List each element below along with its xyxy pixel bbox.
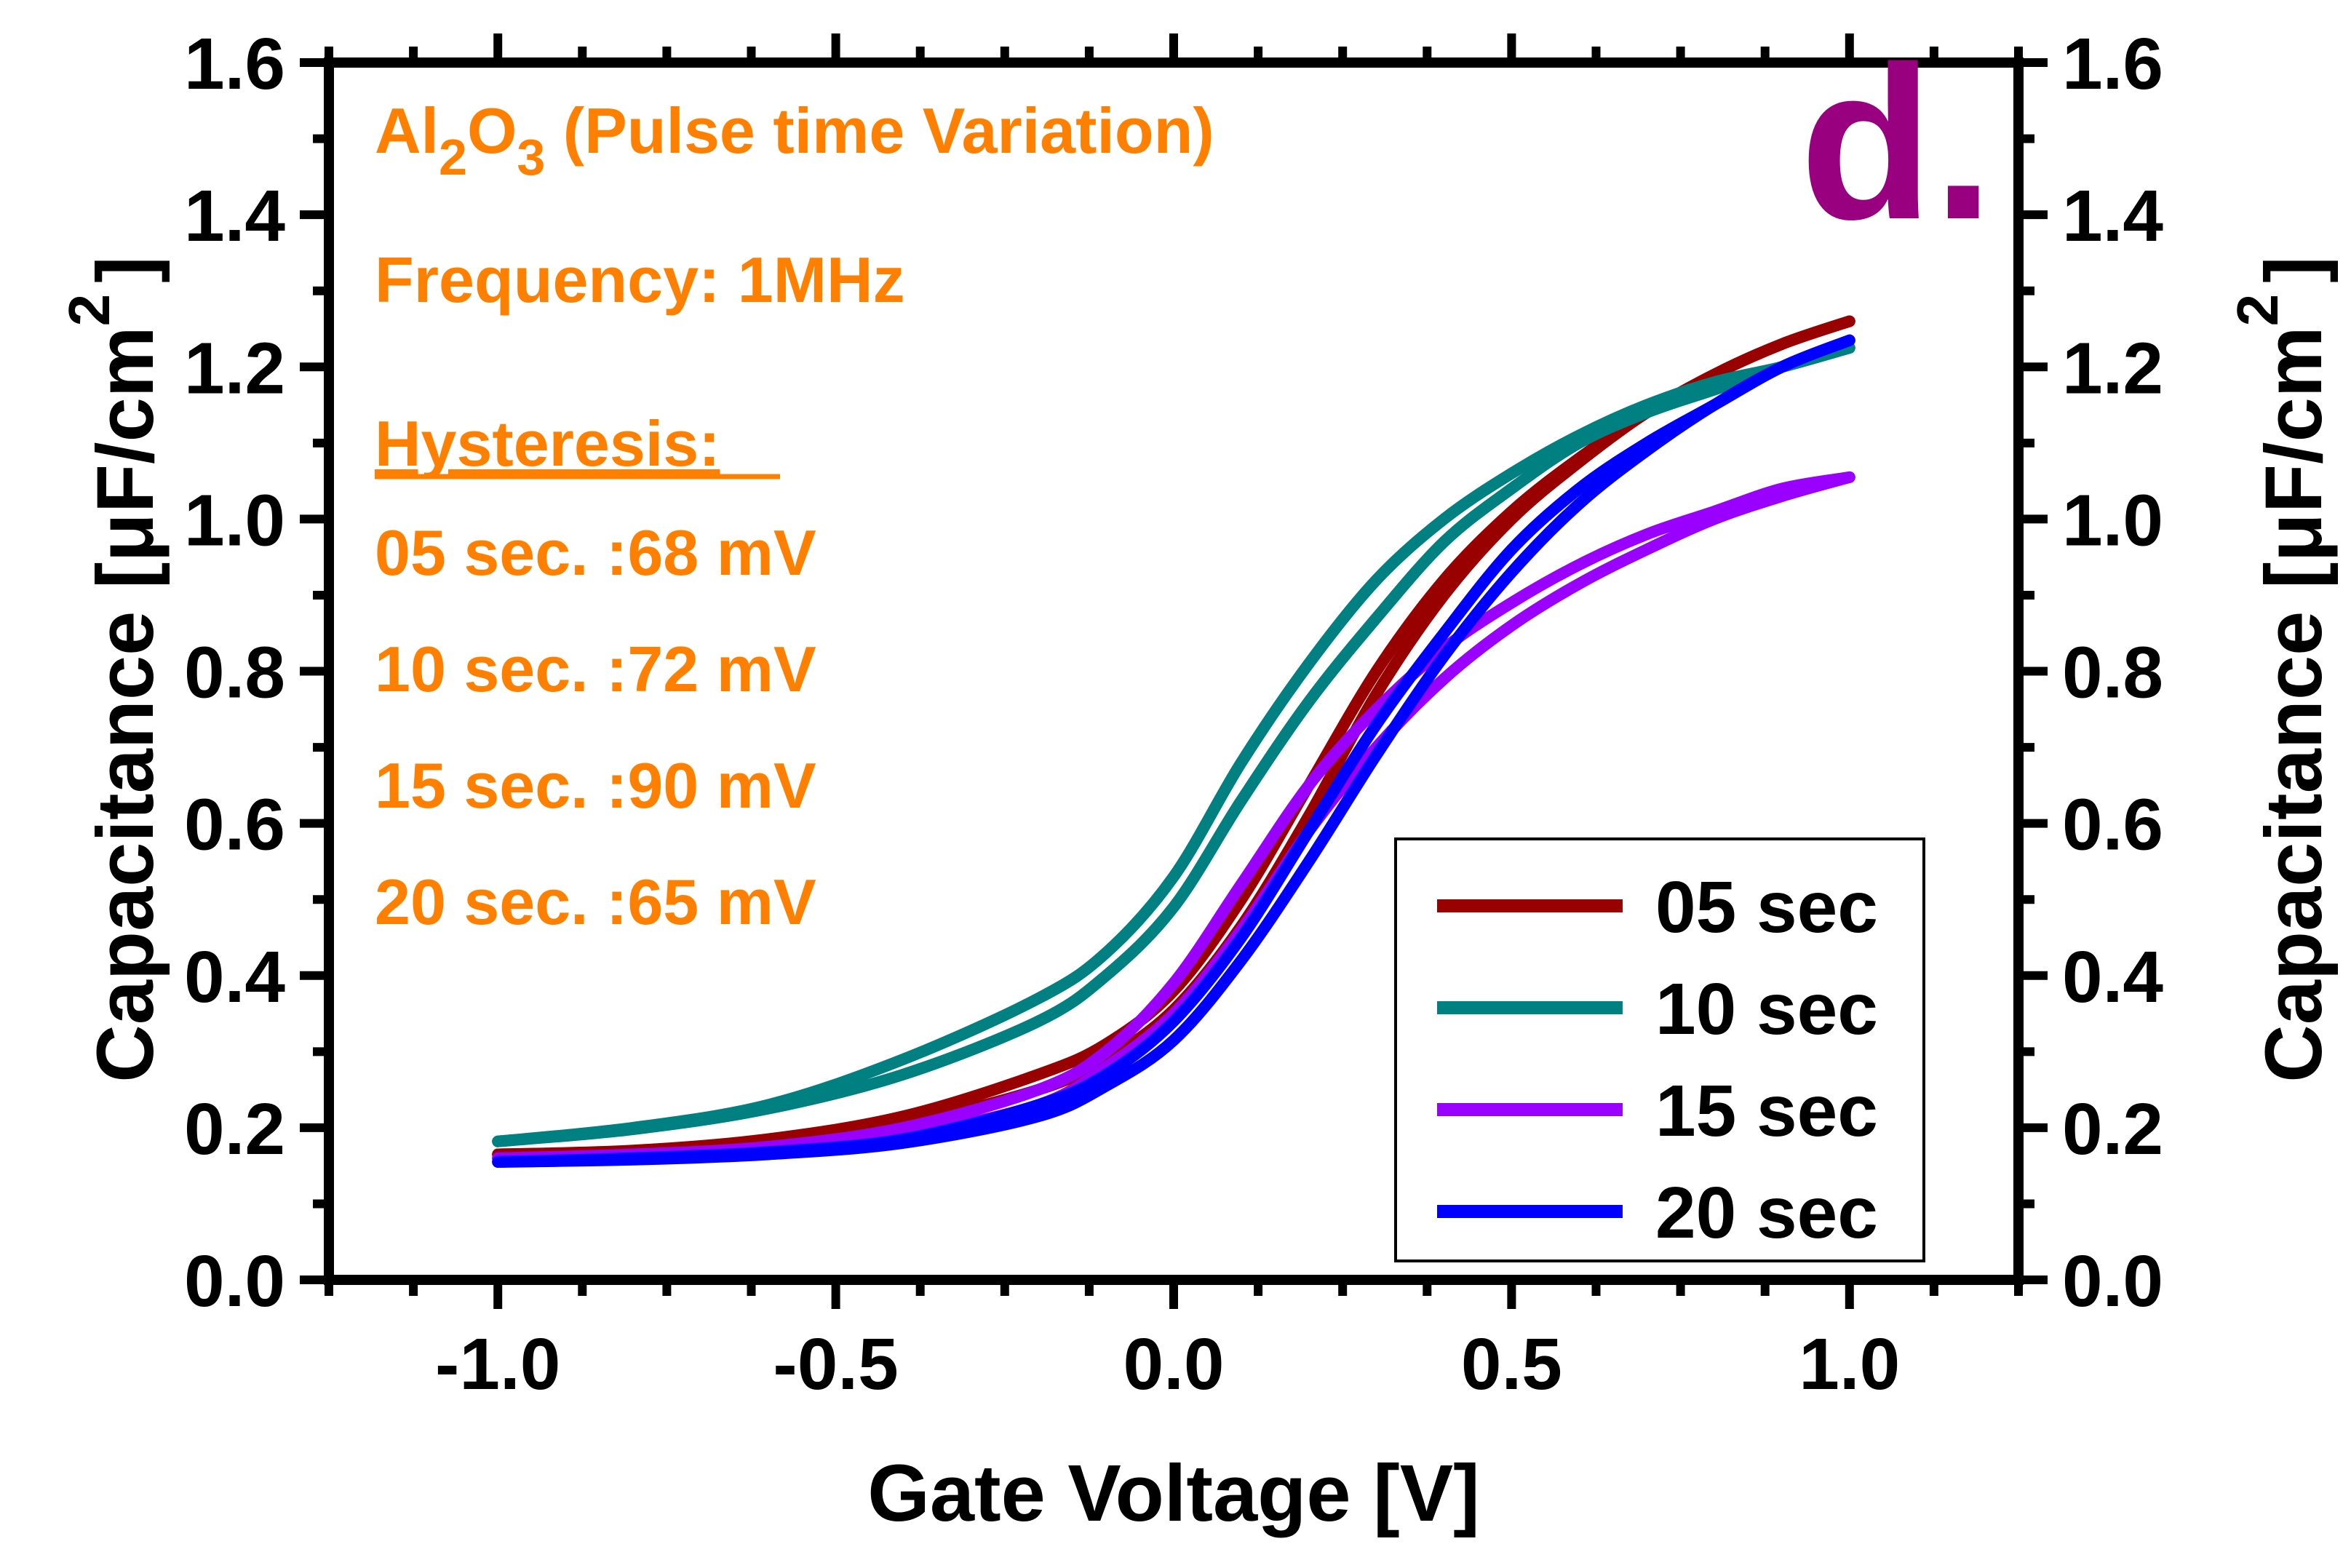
- y-tick-label-left: 1.6: [184, 23, 285, 105]
- data-curves: [492, 315, 1855, 1168]
- y-tick-label-right: 1.0: [2062, 479, 2163, 561]
- y-tick-label-left: 0.0: [184, 1241, 285, 1322]
- y-tick-label-left: 1.2: [184, 327, 285, 409]
- y-tick-label-left: 0.8: [184, 632, 285, 714]
- annotation-title: Al2O3 (Pulse time Variation): [375, 95, 1214, 186]
- panel-label: d.: [1799, 20, 1994, 265]
- x-tick-label: 0.5: [1461, 1324, 1562, 1405]
- y-tick-label-right: 0.0: [2062, 1241, 2163, 1322]
- y-axis-title-left: Capacitance [μF/cm2]: [57, 256, 170, 1082]
- legend-label: 10 sec: [1655, 968, 1878, 1050]
- y-tick-label-right: 1.2: [2062, 327, 2163, 409]
- legend: 05 sec 10 sec 15 sec 20 sec: [1394, 837, 1925, 1262]
- x-tick-label: -0.5: [773, 1324, 898, 1405]
- y-tick-label-right: 0.2: [2062, 1089, 2163, 1170]
- y-tick-label-left: 1.0: [184, 479, 285, 561]
- y-tick-label-left: 0.4: [184, 936, 285, 1018]
- x-axis-ticks: -1.0 -0.5 0.0 0.5 1.0: [325, 33, 2023, 1405]
- y-tick-label-right: 0.8: [2062, 632, 2163, 714]
- series-20-sec-reverse-sweep: [492, 334, 1855, 1168]
- hysteresis-lines: 05 sec. :68 mV 10 sec. :72 mV 15 sec. :90 …: [375, 517, 816, 938]
- x-tick-label: 1.0: [1799, 1324, 1900, 1405]
- series-10-sec-forward-sweep: [492, 342, 1855, 1147]
- y-tick-label-right: 1.6: [2062, 23, 2163, 105]
- y-tick-label-right: 1.4: [2062, 175, 2163, 257]
- y-tick-label-left: 1.4: [184, 175, 285, 257]
- legend-box: [1394, 837, 1925, 1262]
- hysteresis-value: 05 sec. :68 mV: [375, 517, 816, 589]
- y-axis-ticks: 0.0 0.0 0.2 0.2 0.4 0.4 0.6 0.6 0.8 0.8 1.0 1.0 1.2 1…: [184, 23, 2163, 1322]
- series-10-sec-reverse-sweep: [492, 342, 1855, 1147]
- hysteresis-value: 20 sec. :65 mV: [375, 866, 816, 938]
- y-tick-label-right: 0.6: [2062, 784, 2163, 866]
- y-tick-label-right: 0.4: [2062, 936, 2163, 1018]
- hysteresis-value: 15 sec. :90 mV: [375, 749, 816, 821]
- annotation-hysteresis-header: Hysteresis:: [375, 407, 720, 479]
- x-axis-title: Gate Voltage [V]: [867, 1449, 1479, 1538]
- x-tick-label: 0.0: [1123, 1324, 1224, 1405]
- legend-label: 05 sec: [1655, 867, 1878, 948]
- x-tick-label: -1.0: [435, 1324, 560, 1405]
- legend-label: 15 sec: [1655, 1070, 1878, 1152]
- y-axis-title-right: Capacitance [μF/cm2]: [2225, 256, 2339, 1082]
- y-tick-label-left: 0.2: [184, 1089, 285, 1170]
- hysteresis-value: 10 sec. :72 mV: [375, 633, 816, 705]
- annotation-frequency: Frequency: 1MHz: [375, 244, 905, 316]
- y-tick-label-left: 0.6: [184, 784, 285, 866]
- legend-label: 20 sec: [1655, 1172, 1878, 1254]
